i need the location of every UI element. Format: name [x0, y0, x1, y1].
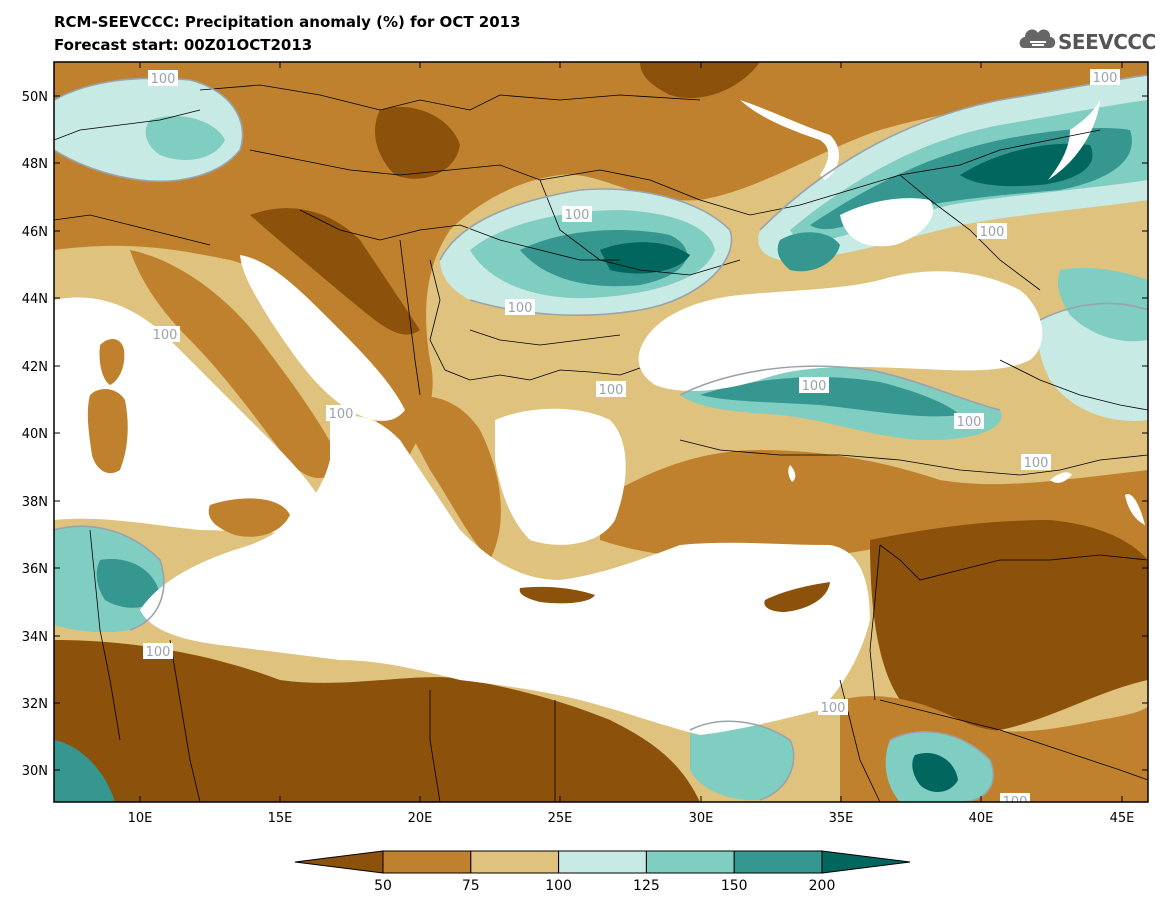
colorbar-segment — [733, 850, 823, 874]
lon-label: 30E — [689, 811, 714, 826]
sicily — [208, 498, 290, 537]
lat-label: 36N — [22, 562, 48, 577]
anomaly-area-west-alps-mid — [145, 116, 225, 160]
lat-label: 40N — [22, 427, 48, 442]
contour-label: 100 — [1024, 456, 1049, 471]
contour-label: 100 — [980, 225, 1005, 240]
contour-label: 100 — [508, 301, 533, 316]
logo-text: SEEVCCC — [1058, 30, 1156, 54]
cyprus — [764, 582, 830, 612]
anomaly-area-arabia-max — [912, 752, 958, 792]
anomaly-area-balkans-south — [400, 396, 501, 560]
colorbar-label: 150 — [721, 878, 748, 894]
anomaly-map: 100 100 100 100 100 100 100 100 100 100 … — [54, 62, 1148, 810]
lat-label: 34N — [22, 630, 48, 645]
contour-label: 100 — [802, 379, 827, 394]
sardinia — [87, 388, 128, 474]
crete — [519, 586, 595, 604]
map-frame — [53, 61, 1149, 803]
anomaly-area-north-africa-high — [96, 559, 160, 608]
lat-label: 38N — [22, 495, 48, 510]
sea-of-azov — [840, 198, 934, 247]
anomaly-area-north-brown — [54, 62, 1148, 470]
anomaly-area-sw-corner — [54, 740, 115, 802]
lon-label: 40E — [969, 811, 994, 826]
anomaly-area-egypt — [690, 721, 794, 801]
contour-label: 100 — [599, 383, 624, 398]
colorbar-label: 125 — [633, 878, 660, 894]
colorbar-segment — [382, 850, 472, 874]
lat-label: 42N — [22, 360, 48, 375]
anomaly-area-middle-east-dark — [870, 520, 1148, 733]
colorbar-under-triangle — [294, 850, 384, 874]
colorbar-label: 50 — [374, 878, 392, 894]
lon-label: 10E — [128, 811, 153, 826]
corsica — [99, 338, 125, 385]
anomaly-area-italy — [130, 250, 340, 479]
lat-label: 32N — [22, 697, 48, 712]
adriatic-sea — [240, 255, 405, 421]
latitude-axis: 50N 48N 46N 44N 42N 40N 38N 36N 34N 32N 30N — [22, 90, 1148, 779]
lat-label: 50N — [22, 90, 48, 105]
lon-label: 15E — [268, 811, 293, 826]
lat-label: 30N — [22, 764, 48, 779]
contour-label: 100 — [957, 415, 982, 430]
anomaly-area-south-dark — [54, 640, 700, 802]
lon-label: 45E — [1110, 811, 1135, 826]
colorbar-label: 75 — [462, 878, 480, 894]
contour-label: 100 — [329, 407, 354, 422]
contour-label: 100 — [565, 208, 590, 223]
aegean-sea — [495, 408, 626, 545]
lat-label: 44N — [22, 292, 48, 307]
black-sea — [638, 271, 1043, 392]
colorbar-over-triangle — [821, 850, 911, 874]
contour-label: 100 — [146, 645, 171, 660]
colorbar-segment — [645, 850, 735, 874]
anomaly-area-caucasus-mid — [1058, 268, 1148, 342]
cloud-icon — [1019, 29, 1056, 48]
colorbar-label: 100 — [545, 878, 572, 894]
anomaly-area-north-dark — [250, 62, 760, 335]
colorbar-segment — [470, 850, 560, 874]
anomaly-area-black-sea-coast-high — [700, 377, 960, 417]
contour-label: 100 — [821, 701, 846, 716]
crimea — [777, 232, 840, 272]
contour-label: 100 — [1003, 795, 1028, 810]
colorbar-segment — [558, 850, 647, 874]
anomaly-area-ukraine-russia-max — [960, 143, 1093, 187]
lon-label: 20E — [408, 811, 433, 826]
seevccc-logo: SEEVCCC — [1018, 22, 1156, 56]
colorbar: 50 75 100 125 150 200 — [294, 850, 911, 894]
forecast-start-label: Forecast start: 00Z01OCT2013 — [54, 36, 313, 54]
lat-label: 48N — [22, 157, 48, 172]
lon-label: 25E — [548, 811, 573, 826]
contour-label-group: 100 100 100 100 100 100 100 100 100 100 … — [143, 69, 1120, 810]
colorbar-label: 200 — [809, 878, 836, 894]
contour-label: 100 — [1093, 71, 1118, 86]
country-borders — [54, 84, 1148, 802]
lat-label: 46N — [22, 225, 48, 240]
mediterranean-sea — [54, 297, 870, 735]
contour-label: 100 — [151, 72, 176, 87]
map-title: RCM-SEEVCCC: Precipitation anomaly (%) f… — [54, 13, 521, 31]
contour-label: 100 — [153, 328, 178, 343]
longitude-axis: 10E 15E 20E 25E 30E 35E 40E 45E — [128, 62, 1135, 826]
lon-label: 35E — [829, 811, 854, 826]
